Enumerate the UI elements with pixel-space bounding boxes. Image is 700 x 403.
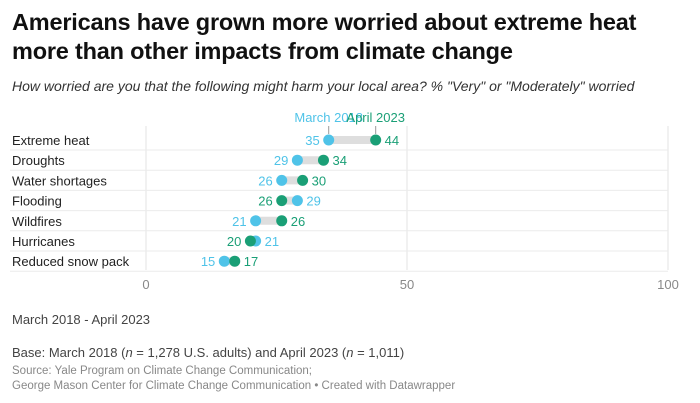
value-label-april-2023: 26 [258,194,272,209]
value-label-april-2023: 30 [312,173,326,188]
category-label: Hurricanes [12,234,75,249]
period-note: March 2018 - April 2023 [12,312,151,327]
dot-march-2018 [218,255,230,267]
dot-april-2023 [229,255,241,267]
value-label-march-2018: 35 [305,133,319,148]
value-label-march-2018: 21 [265,234,279,249]
category-label: Flooding [12,194,62,209]
dot-april-2023 [317,154,329,166]
value-label-april-2023: 20 [227,234,241,249]
dot-april-2023 [297,174,309,186]
legend-label-april-2023: April 2023 [346,110,405,125]
chart-subtitle: How worried are you that the following m… [12,78,635,94]
dot-april-2023 [370,134,382,146]
category-label: Droughts [12,153,65,168]
category-label: Extreme heat [12,133,90,148]
x-tick-label: 100 [657,277,679,292]
source-note: Source: Yale Program on Climate Change C… [12,364,455,394]
dot-chart: 0 50 100 Extreme heat 35 44 Droughts 29 34 Water … [10,110,679,292]
dot-march-2018 [250,215,262,227]
value-label-april-2023: 17 [244,254,258,269]
value-label-march-2018: 21 [232,214,246,229]
category-label: Wildfires [12,214,62,229]
category-label: Reduced snow pack [12,254,130,269]
chart-title: Americans have grown more worried about … [12,9,637,64]
source-line-2: George Mason Center for Climate Change C… [12,380,456,392]
dot-april-2023 [276,215,288,227]
source-line-1: Source: Yale Program on Climate Change C… [12,365,312,377]
value-label-march-2018: 15 [201,254,215,269]
dot-april-2023 [276,195,288,207]
dot-march-2018 [291,154,303,166]
value-label-april-2023: 44 [385,133,399,148]
dot-march-2018 [323,134,335,146]
base-note: Base: March 2018 (n = 1,278 U.S. adults)… [12,345,405,360]
value-label-march-2018: 29 [306,194,320,209]
dot-march-2018 [276,174,288,186]
category-label: Water shortages [12,173,107,188]
dot-march-2018 [291,195,303,207]
value-label-march-2018: 29 [274,153,288,168]
legend-label-march-2018: March 2018 [294,110,363,125]
value-label-april-2023: 34 [332,153,346,168]
value-label-march-2018: 26 [258,173,272,188]
dot-april-2023 [244,235,256,247]
x-tick-label: 0 [142,277,149,292]
value-label-april-2023: 26 [291,214,305,229]
x-tick-label: 50 [400,277,414,292]
